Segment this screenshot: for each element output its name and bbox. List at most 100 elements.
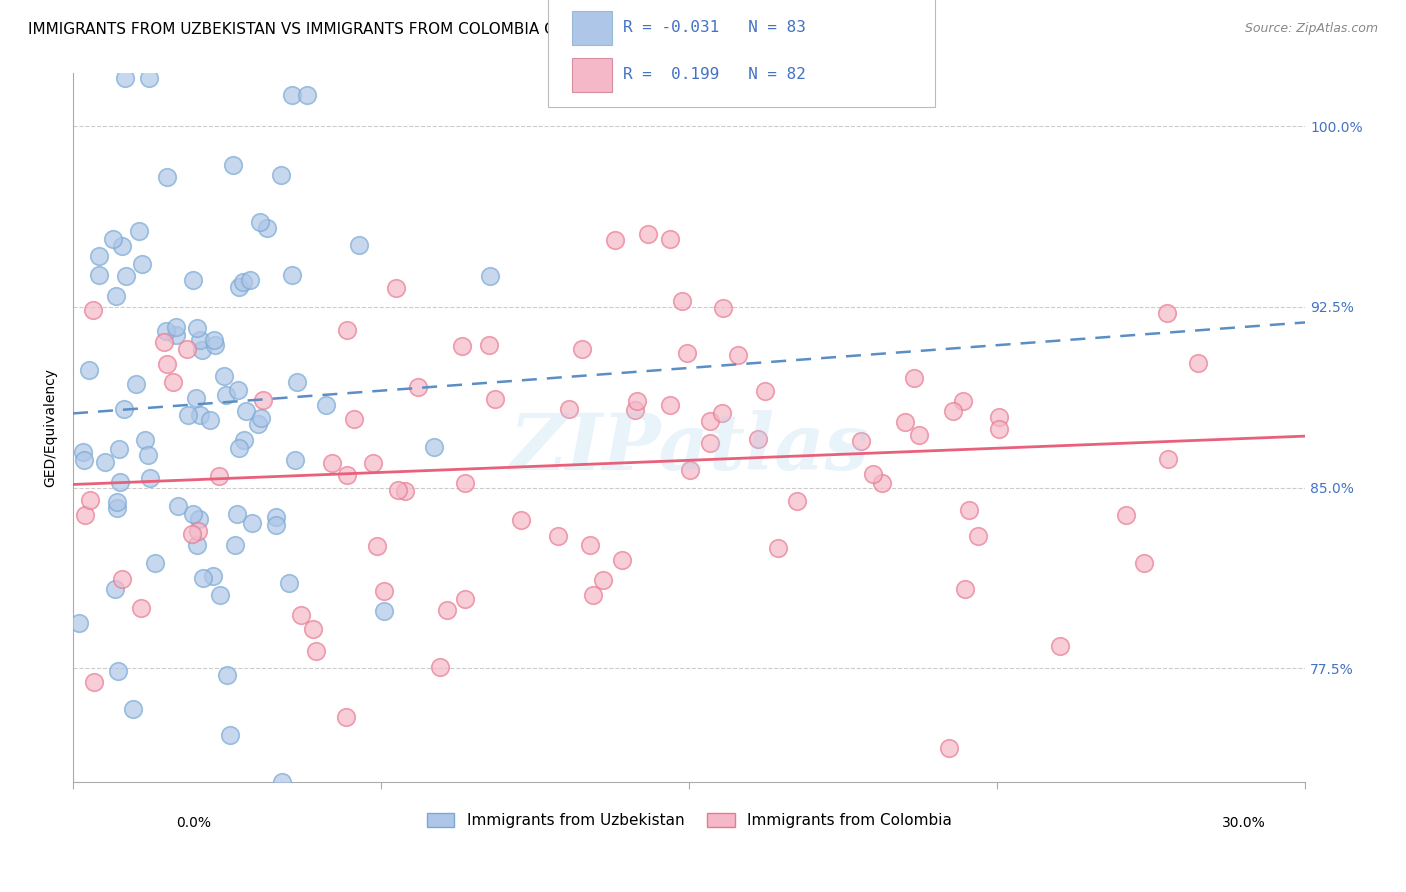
Point — [423, 440, 446, 454]
Point — [128, 224, 150, 238]
Point — [366, 540, 388, 554]
Point — [177, 409, 200, 423]
Point — [406, 380, 429, 394]
Point — [252, 392, 274, 407]
Point — [903, 371, 925, 385]
Point — [571, 342, 593, 356]
Point — [111, 239, 134, 253]
Point — [1156, 306, 1178, 320]
Point — [181, 507, 204, 521]
Point — [184, 391, 207, 405]
Point — [626, 393, 648, 408]
Point — [79, 492, 101, 507]
Point — [134, 433, 156, 447]
Point — [82, 302, 104, 317]
Point — [988, 422, 1011, 436]
Point — [208, 588, 231, 602]
Point — [302, 622, 325, 636]
Point — [747, 433, 769, 447]
Point — [214, 388, 236, 402]
Point — [94, 455, 117, 469]
Point — [107, 664, 129, 678]
Point — [75, 508, 97, 522]
Point — [112, 401, 135, 416]
Point — [131, 256, 153, 270]
Point — [188, 408, 211, 422]
Point — [153, 335, 176, 350]
Point — [727, 348, 749, 362]
Point — [186, 538, 208, 552]
Point — [394, 484, 416, 499]
Point — [592, 574, 614, 588]
Point — [202, 334, 225, 348]
Point — [710, 405, 733, 419]
Point — [343, 412, 366, 426]
Point — [862, 467, 884, 482]
Point — [679, 462, 702, 476]
Point — [136, 448, 159, 462]
Point — [212, 368, 235, 383]
Point — [83, 675, 105, 690]
Point — [938, 741, 960, 756]
Point — [124, 377, 146, 392]
Point — [957, 503, 980, 517]
Point — [578, 538, 600, 552]
Point — [659, 398, 682, 412]
Point — [385, 281, 408, 295]
Text: 30.0%: 30.0% — [1222, 816, 1265, 830]
Point — [509, 513, 531, 527]
Point — [557, 401, 579, 416]
Point — [138, 70, 160, 85]
Point — [953, 582, 976, 597]
Point — [186, 320, 208, 334]
Point — [766, 541, 789, 555]
Point — [335, 709, 357, 723]
Point — [228, 280, 250, 294]
Point — [754, 384, 776, 398]
Point — [270, 774, 292, 789]
Point — [105, 288, 128, 302]
Point — [1133, 556, 1156, 570]
Point — [181, 273, 204, 287]
Point — [73, 453, 96, 467]
Point — [191, 571, 214, 585]
Point — [239, 273, 262, 287]
Y-axis label: GED/Equivalency: GED/Equivalency — [44, 368, 58, 487]
Point — [249, 215, 271, 229]
Point — [373, 584, 395, 599]
Point — [266, 510, 288, 524]
Point — [101, 232, 124, 246]
Point — [247, 417, 270, 432]
Point — [250, 410, 273, 425]
Point — [228, 383, 250, 397]
Point — [893, 415, 915, 429]
Legend: Immigrants from Uzbekistan, Immigrants from Colombia: Immigrants from Uzbekistan, Immigrants f… — [420, 806, 957, 834]
Point — [225, 508, 247, 522]
Point — [387, 483, 409, 497]
Point — [281, 268, 304, 283]
Point — [108, 475, 131, 489]
Point — [637, 227, 659, 241]
Point — [129, 600, 152, 615]
Point — [165, 327, 187, 342]
Point — [605, 234, 627, 248]
Point — [454, 475, 477, 490]
Point — [675, 346, 697, 360]
Point — [295, 88, 318, 103]
Point — [180, 527, 202, 541]
Point — [232, 275, 254, 289]
Point — [204, 338, 226, 352]
Point — [111, 572, 134, 586]
Point — [105, 501, 128, 516]
Point — [72, 444, 94, 458]
Point — [89, 268, 111, 282]
Point — [79, 363, 101, 377]
Point — [188, 511, 211, 525]
Point — [849, 434, 872, 449]
Point — [305, 644, 328, 658]
Point — [1049, 639, 1071, 653]
Point — [155, 324, 177, 338]
Text: ZIPatlas: ZIPatlas — [509, 410, 869, 487]
Point — [235, 404, 257, 418]
Point — [176, 343, 198, 357]
